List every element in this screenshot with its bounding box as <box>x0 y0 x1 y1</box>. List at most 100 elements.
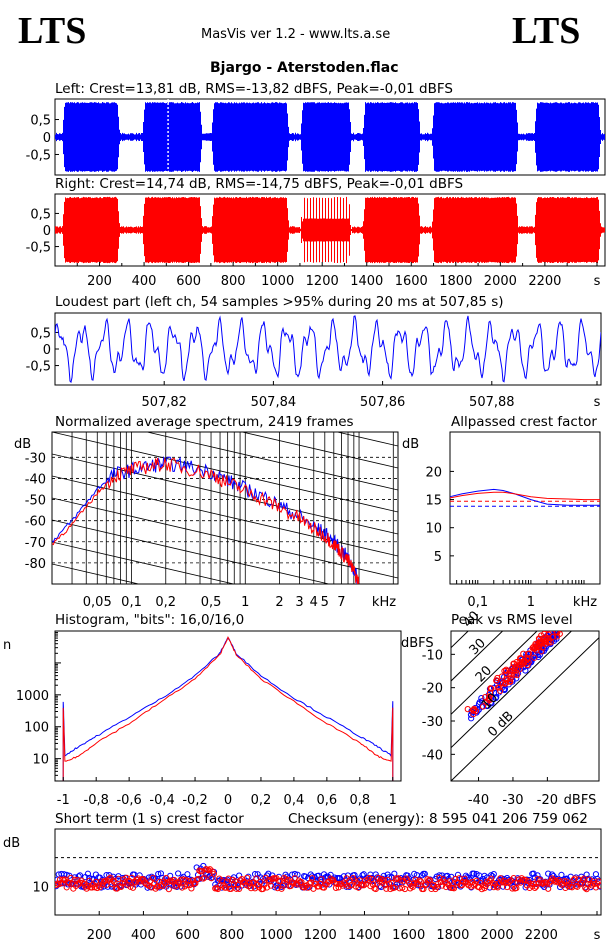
short-term-crest-point-1 <box>411 880 418 887</box>
peak-vs-rms-point-1 <box>557 620 562 625</box>
peak-vs-rms-point-1 <box>550 622 555 627</box>
short-term-crest-point-0 <box>470 870 477 877</box>
peak-vs-rms-point-0 <box>553 624 558 629</box>
short-term-crest-point-1 <box>180 876 187 883</box>
short-term-crest-point-1 <box>461 875 468 882</box>
short-term-crest-point-0 <box>444 872 451 879</box>
histogram-xtick: 0,6 <box>317 793 338 808</box>
peak-vs-rms-point-1 <box>470 706 478 714</box>
short-term-crest-point-1 <box>564 882 572 890</box>
peak-vs-rms-point-1 <box>538 639 545 646</box>
allpass-crest-xtick: 1 <box>527 595 535 610</box>
short-term-crest-point-1 <box>387 885 394 893</box>
waveform-right-envelope <box>55 196 605 264</box>
waveform-right-series <box>55 196 605 264</box>
short-term-crest-point-1 <box>369 881 377 888</box>
histogram-xtick: 1 <box>389 793 397 808</box>
short-term-crest-xtick: 600 <box>175 928 200 943</box>
waveform-right-xtick: 1800 <box>439 274 472 289</box>
allpass-crest-ytick: 20 <box>425 465 442 480</box>
spectrum-ytick: -70 <box>25 536 46 551</box>
histogram-xtick: 0 <box>224 793 232 808</box>
peak-vs-rms-point-1 <box>487 685 494 692</box>
short-term-crest-title: Short term (1 s) crest factor <box>55 811 244 827</box>
short-term-crest-point-1 <box>488 875 495 882</box>
peak-vs-rms-ytick: -20 <box>422 682 443 697</box>
short-term-crest-point-1 <box>446 877 454 885</box>
loudest-part-line <box>55 315 601 384</box>
short-term-crest-point-0 <box>545 870 552 877</box>
short-term-crest-point-1 <box>490 884 497 891</box>
peak-vs-rms-point-0 <box>553 631 560 634</box>
spectrum-slope-line <box>52 652 398 732</box>
short-term-crest-xtick: 1400 <box>348 928 381 943</box>
spectrum-ytick: -80 <box>25 557 46 572</box>
short-term-crest-point-1 <box>243 874 251 881</box>
peak-vs-rms-xtick: -40 <box>468 793 489 808</box>
short-term-crest-point-1 <box>450 885 458 892</box>
short-term-crest-xtick: 2200 <box>525 928 558 943</box>
peak-vs-rms-point-1 <box>517 655 524 662</box>
short-term-crest-point-1 <box>289 879 296 886</box>
short-term-crest-xtick: 400 <box>131 928 156 943</box>
short-term-crest-point-1 <box>274 885 281 892</box>
peak-vs-rms-point-1 <box>542 634 549 641</box>
short-term-crest-point-1 <box>412 876 419 883</box>
short-term-crest-point-1 <box>205 867 212 874</box>
short-term-crest-point-1 <box>334 880 341 888</box>
short-term-crest-point-1 <box>95 882 102 889</box>
spectrum-series-0 <box>52 455 360 584</box>
short-term-crest-point-1 <box>64 879 72 886</box>
spectrum-slope-line <box>52 519 331 584</box>
waveform-right-xtick: 800 <box>221 274 246 289</box>
peak-vs-rms-point-1 <box>486 689 494 696</box>
spectrum-slope-line <box>52 541 236 584</box>
short-term-crest-point-0 <box>175 870 182 877</box>
file-title: Bjargo - Aterstoden.flac <box>210 60 399 76</box>
short-term-crest-point-0 <box>245 873 252 880</box>
short-term-crest-point-1 <box>279 882 287 889</box>
short-term-crest-point-1 <box>278 885 285 892</box>
short-term-crest-point-0 <box>436 872 443 879</box>
short-term-crest-point-1 <box>596 882 601 889</box>
short-term-crest-ylabel: dB <box>3 836 20 851</box>
short-term-crest-point-0 <box>84 870 92 877</box>
peak-vs-rms-frame <box>450 630 600 782</box>
short-term-crest-point-1 <box>436 874 443 882</box>
short-term-crest-point-1 <box>509 885 516 892</box>
short-term-crest-point-1 <box>196 867 203 874</box>
short-term-crest-point-1 <box>372 885 379 893</box>
waveform-right-xtick: 2000 <box>484 274 517 289</box>
spectrum-series <box>52 455 360 584</box>
short-term-crest-point-1 <box>393 876 401 883</box>
peak-vs-rms-point-0 <box>522 667 529 674</box>
short-term-crest-xtick: 2000 <box>481 928 514 943</box>
histogram-xtick: 0,2 <box>251 793 272 808</box>
short-term-crest-point-1 <box>553 877 560 884</box>
histogram-xtick: -0,4 <box>149 793 174 808</box>
short-term-crest-point-1 <box>265 876 272 883</box>
peak-vs-rms-point-1 <box>497 687 504 695</box>
waveform-left-ytick: 0 <box>43 131 51 146</box>
short-term-crest-point-0 <box>490 871 497 878</box>
short-term-crest-point-1 <box>308 875 316 882</box>
spectrum-series-1 <box>52 457 360 584</box>
peak-vs-rms-point-0 <box>553 625 558 630</box>
spectrum-xtick: 5 <box>321 595 329 610</box>
short-term-crest-point-1 <box>571 875 578 882</box>
loudest-part-xtick: s <box>594 395 601 410</box>
short-term-crest-point-1 <box>236 885 243 892</box>
short-term-crest-point-1 <box>285 876 292 883</box>
spectrum-ylabel: dB <box>14 437 31 452</box>
short-term-crest-xtick: 1200 <box>304 928 337 943</box>
spectrum-xtick: 7 <box>337 595 345 610</box>
histogram-xtick: -0,8 <box>84 793 109 808</box>
spectrum-xtick: 0,1 <box>121 595 142 610</box>
spectrum-slope-line <box>52 674 398 754</box>
short-term-crest-point-1 <box>506 878 513 885</box>
short-term-crest-point-0 <box>291 870 298 878</box>
peak-vs-rms-crest-label: 30 <box>467 636 489 658</box>
histogram-ylabel: n <box>3 638 11 653</box>
peak-vs-rms-point-1 <box>548 624 553 629</box>
peak-vs-rms-point-1 <box>509 667 516 674</box>
